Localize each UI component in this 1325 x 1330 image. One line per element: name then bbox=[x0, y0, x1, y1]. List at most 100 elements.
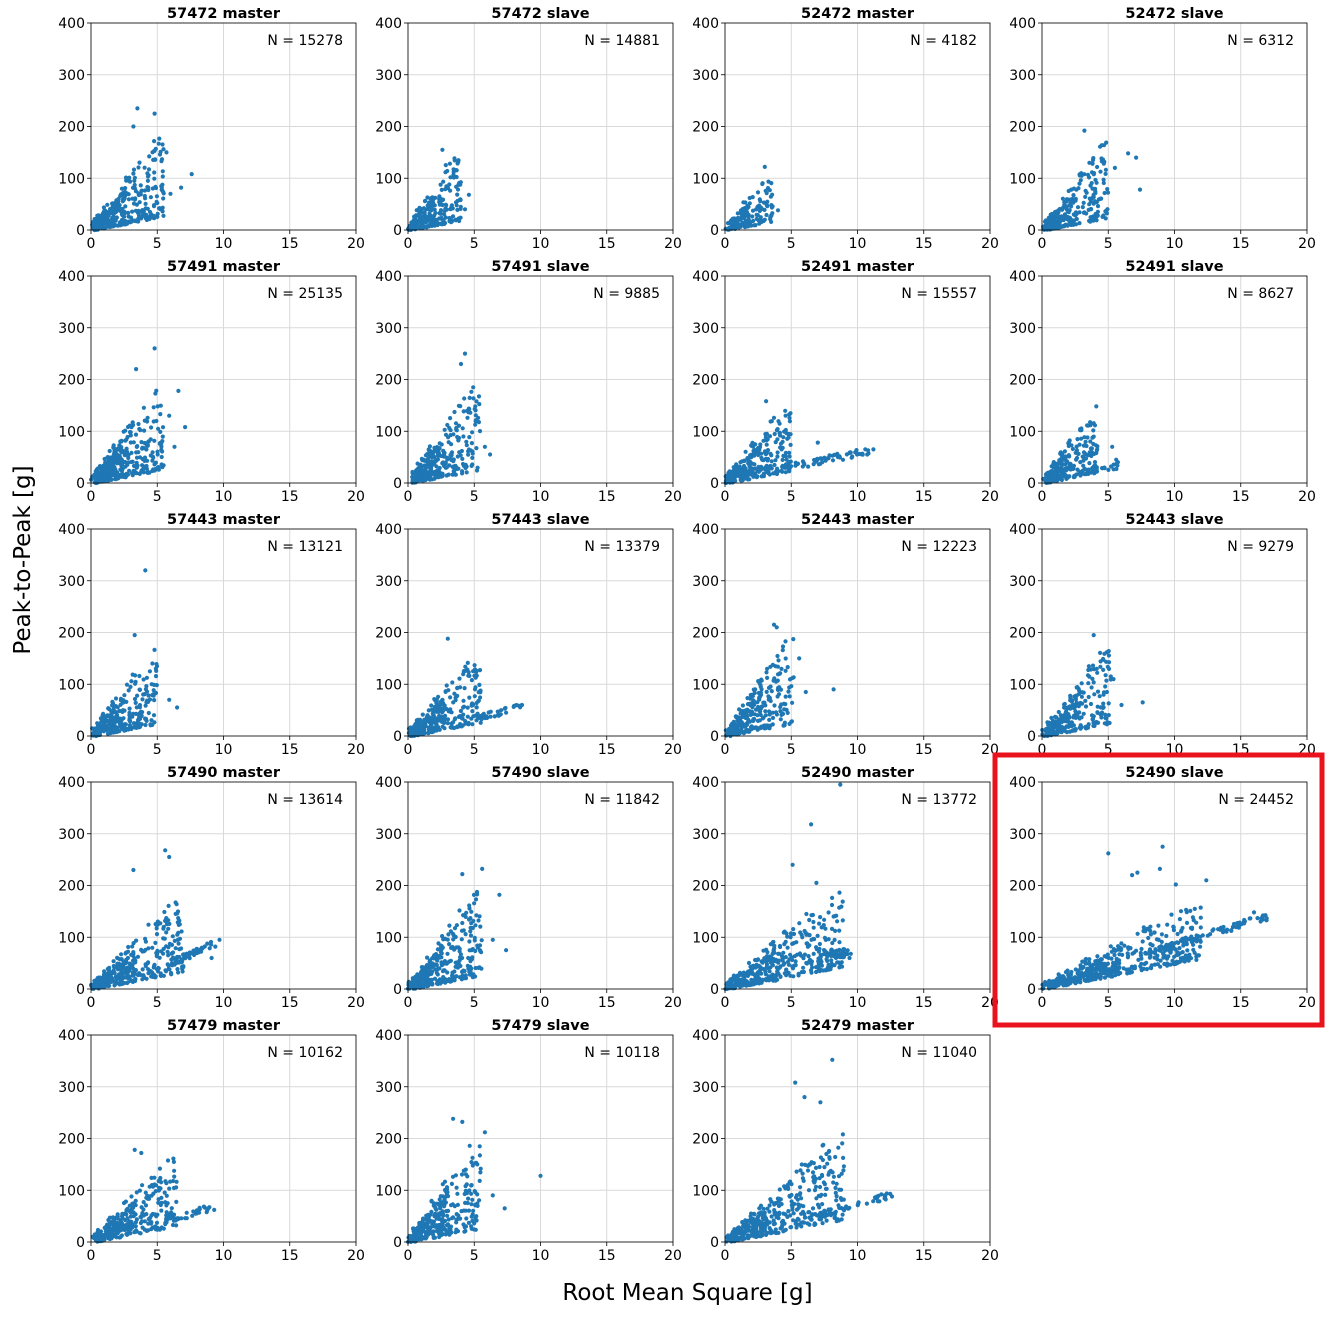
x-tick-label: 0 bbox=[404, 236, 413, 252]
data-point bbox=[125, 462, 130, 467]
data-point bbox=[427, 729, 432, 734]
data-point bbox=[740, 979, 745, 984]
data-point bbox=[435, 453, 440, 458]
data-point bbox=[1081, 458, 1086, 463]
data-point bbox=[452, 156, 457, 161]
data-point bbox=[785, 665, 790, 670]
data-point bbox=[177, 936, 183, 941]
data-point bbox=[151, 405, 156, 410]
data-point bbox=[123, 428, 128, 433]
x-tick-label: 5 bbox=[787, 489, 796, 505]
data-point bbox=[131, 124, 136, 129]
data-point bbox=[747, 477, 752, 482]
data-point bbox=[468, 959, 473, 964]
y-tick-label: 0 bbox=[710, 223, 719, 239]
x-tick-label: 20 bbox=[664, 489, 682, 505]
y-tick-label: 300 bbox=[1009, 321, 1036, 337]
data-point bbox=[151, 965, 156, 970]
data-point bbox=[104, 212, 109, 218]
data-point bbox=[482, 444, 487, 449]
y-tick-label: 0 bbox=[710, 476, 719, 492]
data-point bbox=[146, 960, 151, 965]
data-point bbox=[122, 728, 127, 733]
data-point bbox=[458, 361, 464, 367]
data-point bbox=[745, 728, 750, 733]
data-point bbox=[141, 405, 146, 410]
data-point bbox=[149, 425, 154, 430]
data-point bbox=[119, 969, 124, 974]
data-point bbox=[727, 731, 732, 736]
data-point bbox=[477, 682, 482, 688]
data-point bbox=[768, 194, 774, 199]
data-point bbox=[750, 705, 755, 710]
data-point bbox=[100, 211, 106, 216]
data-point bbox=[455, 693, 460, 699]
data-point bbox=[1086, 207, 1091, 212]
data-point bbox=[461, 409, 466, 414]
data-point bbox=[780, 457, 785, 462]
data-point bbox=[151, 149, 157, 154]
data-point bbox=[466, 406, 471, 411]
data-point bbox=[840, 899, 845, 904]
data-point bbox=[447, 219, 452, 224]
data-point bbox=[474, 913, 479, 918]
data-point bbox=[126, 178, 131, 183]
data-point bbox=[477, 668, 483, 673]
data-point bbox=[742, 221, 748, 226]
data-point bbox=[1066, 210, 1071, 215]
data-point bbox=[1057, 220, 1062, 225]
y-tick-label: 200 bbox=[1009, 120, 1036, 136]
data-point bbox=[1105, 187, 1110, 192]
data-point bbox=[1096, 720, 1101, 725]
data-point bbox=[165, 949, 170, 954]
data-point bbox=[796, 973, 801, 978]
data-point bbox=[835, 451, 840, 456]
data-point bbox=[1099, 159, 1104, 164]
data-point bbox=[1105, 207, 1110, 212]
data-point bbox=[207, 946, 212, 951]
data-point bbox=[431, 220, 436, 225]
data-point bbox=[141, 677, 146, 682]
data-point bbox=[474, 399, 479, 404]
data-point bbox=[447, 942, 452, 947]
data-point bbox=[157, 206, 162, 211]
data-point bbox=[1079, 715, 1084, 720]
y-tick-label: 200 bbox=[58, 120, 85, 136]
data-point bbox=[463, 932, 468, 937]
y-tick-label: 100 bbox=[58, 677, 85, 693]
data-point bbox=[767, 954, 772, 959]
data-point bbox=[748, 725, 754, 730]
data-point bbox=[153, 666, 158, 671]
data-point bbox=[751, 473, 756, 479]
data-point bbox=[1111, 462, 1116, 467]
data-point bbox=[817, 941, 823, 947]
data-point bbox=[764, 191, 769, 196]
data-point bbox=[832, 963, 837, 968]
x-tick-label: 10 bbox=[849, 742, 867, 758]
data-point bbox=[488, 452, 493, 457]
x-tick-label: 15 bbox=[598, 489, 616, 505]
x-tick-label: 0 bbox=[1038, 489, 1047, 505]
data-point bbox=[1079, 694, 1084, 699]
data-point bbox=[422, 458, 427, 463]
data-point bbox=[1082, 210, 1087, 215]
data-point bbox=[164, 930, 169, 935]
data-point bbox=[127, 468, 132, 473]
data-point bbox=[770, 662, 776, 668]
data-point bbox=[1065, 705, 1070, 710]
data-point bbox=[777, 965, 782, 970]
x-tick-label: 0 bbox=[87, 995, 96, 1011]
data-point bbox=[748, 453, 753, 458]
y-tick-label: 200 bbox=[692, 626, 719, 642]
data-point bbox=[814, 946, 819, 952]
data-point bbox=[1050, 723, 1055, 729]
x-tick-label: 20 bbox=[347, 489, 365, 505]
data-point bbox=[434, 706, 439, 711]
data-point bbox=[122, 693, 127, 698]
data-point bbox=[143, 568, 148, 573]
data-point bbox=[471, 396, 476, 401]
data-point bbox=[133, 700, 138, 706]
y-tick-label: 100 bbox=[375, 930, 402, 946]
data-point bbox=[101, 729, 106, 734]
